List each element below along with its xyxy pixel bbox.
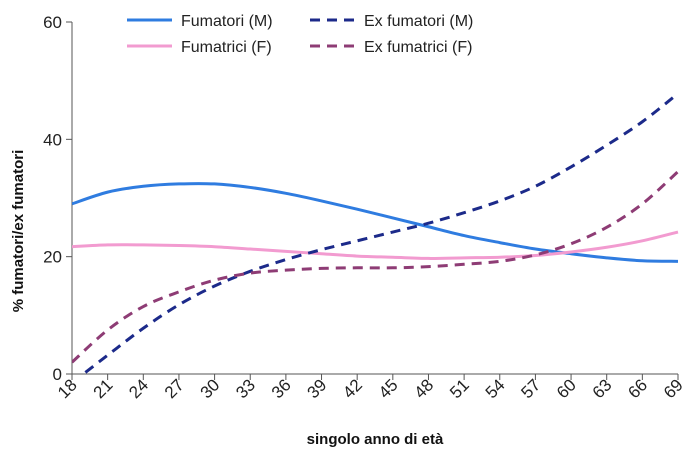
x-tick-label: 66 (624, 375, 651, 402)
x-tick-label: 63 (589, 375, 616, 402)
x-tick-label: 69 (660, 375, 683, 402)
y-tick-label: 20 (43, 248, 62, 267)
y-tick-label: 60 (43, 13, 62, 32)
legend-label-ex-fumatrici-f: Ex fumatrici (F) (364, 39, 472, 56)
series-line-fumatori-m (72, 182, 679, 263)
legend-label-fumatori-m: Fumatori (M) (181, 13, 273, 30)
x-tick-label: 36 (268, 375, 295, 402)
series-layer (72, 92, 680, 374)
x-tick-label: 48 (410, 375, 437, 402)
x-tick-label: 45 (375, 375, 402, 402)
x-tick-label: 57 (517, 375, 544, 402)
legend-label-ex-fumatori-m: Ex fumatori (M) (364, 13, 473, 30)
legend-label-fumatrici-f: Fumatrici (F) (181, 39, 272, 56)
series-line-ex-fumatrici-f (72, 170, 680, 364)
x-tick-label: 51 (446, 375, 473, 402)
x-tick-label: 27 (161, 375, 188, 402)
x-tick-label: 21 (90, 375, 117, 402)
x-tick-label: 54 (482, 375, 509, 402)
series-line-fumatrici-f (72, 230, 679, 260)
legend: Fumatori (M) Fumatrici (F) Ex fumatori (M)… (127, 13, 473, 56)
series-line-ex-fumatori-m (80, 92, 679, 374)
x-tick-label: 39 (304, 375, 331, 402)
y-tick-label: 0 (53, 365, 62, 384)
x-tick-label: 42 (339, 375, 366, 402)
x-tick-label: 33 (232, 375, 259, 402)
y-tick-label: 40 (43, 130, 62, 149)
x-tick-label: 30 (197, 375, 224, 402)
y-axis-title: % fumatori/ex fumatori (10, 150, 27, 313)
x-tick-label: 24 (125, 375, 152, 402)
x-tick-label: 60 (553, 375, 580, 402)
x-axis-title: singolo anno di età (307, 431, 444, 448)
